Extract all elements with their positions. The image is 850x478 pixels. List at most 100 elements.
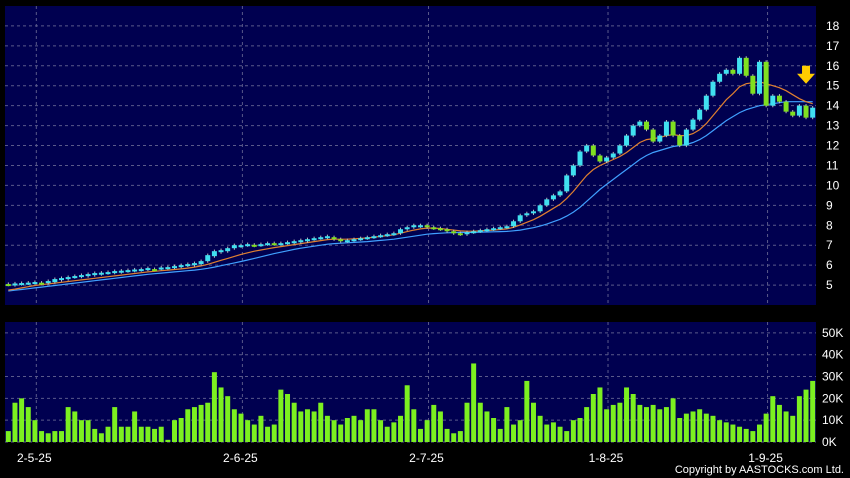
volume-bar: [145, 426, 151, 442]
volume-bar: [358, 420, 364, 442]
volume-bar: [497, 428, 503, 442]
volume-bar: [231, 409, 237, 442]
volume-bar: [45, 433, 51, 442]
volume-bar: [298, 411, 304, 442]
candle: [663, 121, 669, 136]
volume-bar: [657, 409, 663, 442]
volume-bar: [670, 398, 676, 442]
volume-bar: [338, 424, 344, 442]
candle: [231, 245, 237, 249]
volume-tick-label: 10K: [822, 413, 843, 427]
price-panel: [5, 6, 816, 305]
candle: [132, 269, 138, 272]
candle: [371, 236, 377, 239]
volume-bar: [537, 415, 543, 442]
price-tick-label: 7: [826, 238, 833, 252]
volume-bar: [371, 409, 377, 442]
volume-bar: [238, 413, 244, 442]
volume-bar: [258, 415, 264, 442]
candle: [411, 225, 417, 228]
candle: [145, 268, 151, 271]
volume-bar: [590, 394, 596, 442]
volume-bar: [138, 426, 144, 442]
candle: [344, 240, 350, 243]
volume-bar: [484, 411, 490, 442]
volume-bar: [690, 411, 696, 442]
candle: [564, 175, 570, 192]
volume-bar: [205, 402, 211, 442]
price-tick-label: 9: [826, 198, 833, 212]
volume-bar: [324, 415, 330, 442]
candle: [570, 165, 576, 176]
volume-bar: [417, 428, 423, 442]
price-tick-label: 5: [826, 278, 833, 292]
volume-bar: [125, 426, 131, 442]
volume-bar: [444, 428, 450, 442]
volume-bar: [570, 420, 576, 442]
candle: [544, 199, 550, 206]
volume-bar: [504, 407, 510, 442]
volume-bar: [152, 428, 158, 442]
candle: [45, 281, 51, 284]
candle: [477, 230, 483, 233]
candle: [218, 250, 224, 253]
volume-bar: [524, 380, 530, 442]
x-tick-label: 1-8-25: [589, 451, 624, 465]
candle: [504, 226, 510, 229]
volume-bar: [59, 431, 64, 442]
volume-bar: [5, 431, 11, 442]
candle: [118, 270, 124, 273]
candle: [285, 242, 291, 245]
volume-bar: [437, 411, 443, 442]
candle: [185, 264, 191, 267]
candle: [105, 272, 111, 275]
volume-bar: [185, 409, 191, 442]
volume-bar: [378, 420, 384, 442]
candle: [584, 145, 590, 152]
candle: [417, 225, 423, 228]
candle: [358, 238, 364, 241]
volume-bar: [291, 402, 297, 442]
volume-bar: [211, 372, 217, 442]
volume-bar: [511, 424, 517, 442]
volume-bar: [12, 402, 18, 442]
candle: [404, 227, 410, 230]
volume-bar: [624, 387, 630, 442]
candle: [338, 239, 344, 242]
volume-bar: [783, 411, 789, 442]
candle: [630, 125, 636, 136]
candle: [152, 269, 158, 272]
price-tick-label: 14: [826, 99, 840, 113]
volume-bar: [730, 424, 736, 442]
candle: [298, 240, 304, 243]
volume-bar: [597, 387, 603, 442]
candle: [65, 277, 71, 280]
candle: [750, 75, 756, 94]
volume-bar: [663, 407, 669, 442]
x-tick-label: 2-6-25: [223, 451, 258, 465]
volume-bar: [39, 431, 45, 442]
volume-bar: [92, 428, 98, 442]
price-tick-label: 15: [826, 79, 840, 93]
volume-bar: [810, 380, 816, 442]
candle: [737, 57, 743, 74]
candle: [497, 227, 503, 230]
candle: [730, 69, 736, 74]
candle: [125, 270, 131, 273]
price-tick-label: 8: [826, 218, 833, 232]
price-tick-label: 10: [826, 178, 840, 192]
candle: [378, 235, 384, 238]
volume-bar: [72, 411, 78, 442]
copyright-text: Copyright by AASTOCKS.com Ltd.: [674, 464, 844, 476]
candle: [717, 73, 723, 82]
candle: [5, 284, 11, 287]
volume-bar: [584, 407, 590, 442]
candle: [743, 57, 749, 76]
volume-bar: [78, 420, 84, 442]
volume-bar: [118, 426, 124, 442]
volume-bar: [331, 420, 337, 442]
candle: [557, 191, 563, 196]
candle: [610, 153, 616, 158]
volume-bar: [158, 426, 164, 442]
candle: [530, 211, 536, 214]
